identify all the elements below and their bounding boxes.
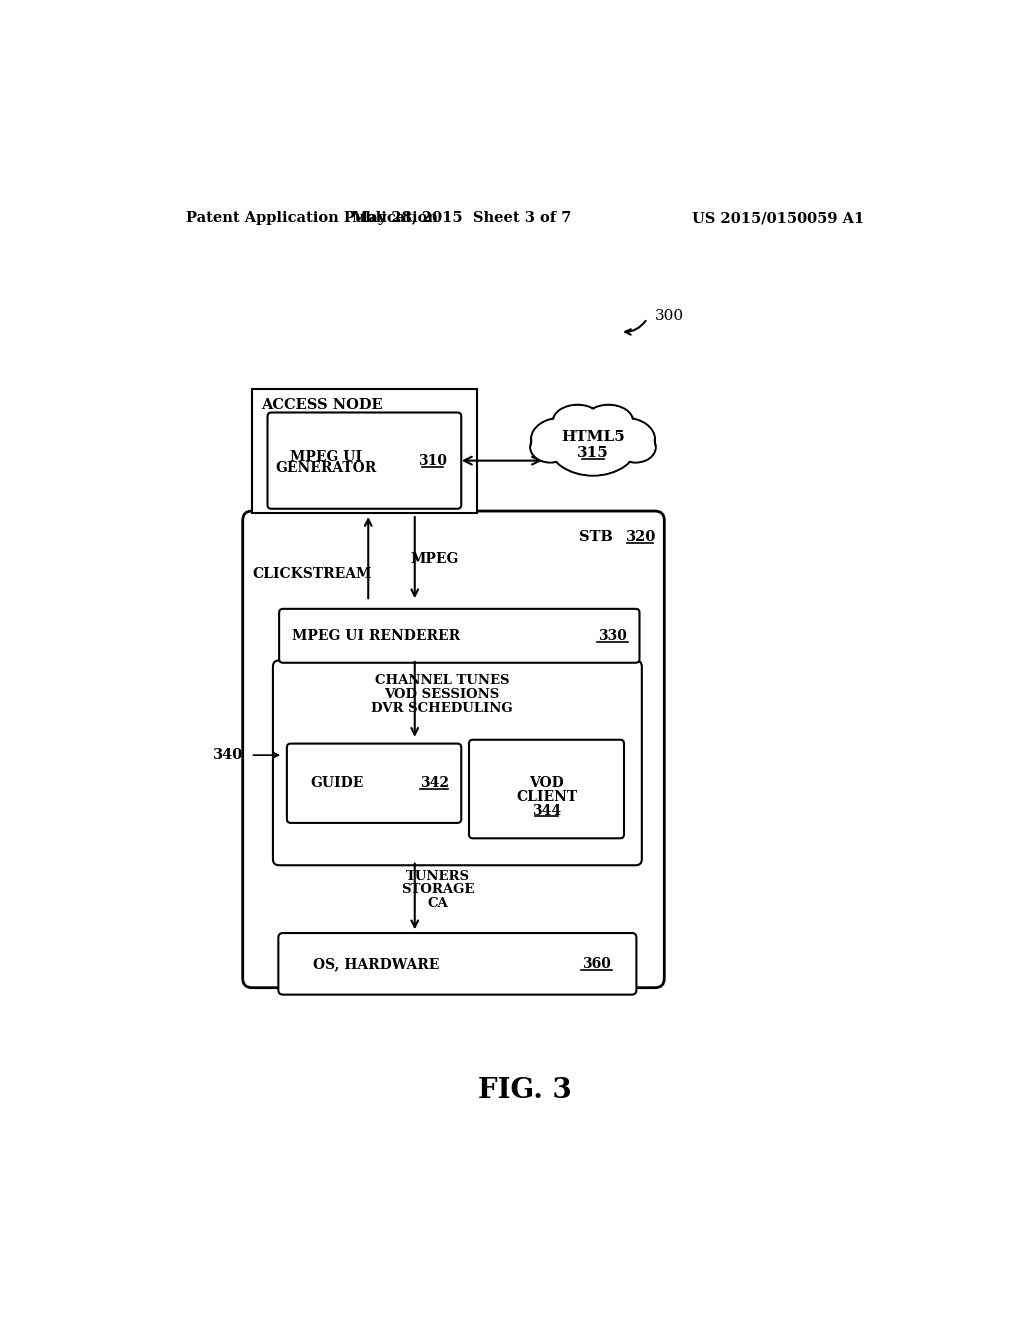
Text: 300: 300 xyxy=(655,309,684,323)
Text: FIG. 3: FIG. 3 xyxy=(478,1077,571,1104)
Text: 320: 320 xyxy=(626,531,656,544)
Text: 310: 310 xyxy=(418,454,447,467)
FancyBboxPatch shape xyxy=(252,389,477,512)
Text: 344: 344 xyxy=(531,804,561,817)
Text: MPEG UI: MPEG UI xyxy=(290,450,361,463)
Ellipse shape xyxy=(615,432,655,462)
FancyBboxPatch shape xyxy=(267,412,461,508)
Ellipse shape xyxy=(553,405,602,438)
Ellipse shape xyxy=(531,418,590,461)
Text: DVR SCHEDULING: DVR SCHEDULING xyxy=(371,702,513,714)
Ellipse shape xyxy=(530,432,570,462)
Text: May 28, 2015  Sheet 3 of 7: May 28, 2015 Sheet 3 of 7 xyxy=(351,211,571,226)
Text: CA: CA xyxy=(428,898,449,911)
Text: MPEG UI RENDERER: MPEG UI RENDERER xyxy=(292,628,460,643)
Ellipse shape xyxy=(548,411,638,475)
FancyBboxPatch shape xyxy=(280,609,640,663)
Text: STORAGE: STORAGE xyxy=(401,883,475,896)
Text: CHANNEL TUNES: CHANNEL TUNES xyxy=(375,675,509,686)
Text: ACCESS NODE: ACCESS NODE xyxy=(261,397,383,412)
Ellipse shape xyxy=(616,433,654,462)
Text: 360: 360 xyxy=(583,957,611,970)
Text: 330: 330 xyxy=(598,628,627,643)
FancyBboxPatch shape xyxy=(243,511,665,987)
FancyBboxPatch shape xyxy=(287,743,461,822)
Text: 340: 340 xyxy=(212,748,243,762)
Ellipse shape xyxy=(554,407,601,437)
Ellipse shape xyxy=(531,433,569,462)
Text: HTML5: HTML5 xyxy=(561,430,625,444)
FancyBboxPatch shape xyxy=(279,933,636,995)
Ellipse shape xyxy=(584,405,633,438)
Text: Patent Application Publication: Patent Application Publication xyxy=(186,211,438,226)
Ellipse shape xyxy=(585,407,632,437)
Text: CLIENT: CLIENT xyxy=(516,789,578,804)
Text: VOD SESSIONS: VOD SESSIONS xyxy=(384,688,500,701)
Text: STB: STB xyxy=(579,531,612,544)
Ellipse shape xyxy=(532,418,589,459)
FancyBboxPatch shape xyxy=(273,660,642,866)
Text: GENERATOR: GENERATOR xyxy=(275,461,376,475)
Text: GUIDE: GUIDE xyxy=(310,776,364,791)
Text: 342: 342 xyxy=(420,776,449,791)
Text: TUNERS: TUNERS xyxy=(406,870,470,883)
Text: OS, HARDWARE: OS, HARDWARE xyxy=(312,957,439,970)
Text: US 2015/0150059 A1: US 2015/0150059 A1 xyxy=(692,211,864,226)
Text: MPEG: MPEG xyxy=(410,552,459,566)
FancyBboxPatch shape xyxy=(469,739,624,838)
Ellipse shape xyxy=(549,412,637,474)
Ellipse shape xyxy=(596,418,655,461)
Text: CLICKSTREAM: CLICKSTREAM xyxy=(253,568,372,581)
Text: VOD: VOD xyxy=(529,776,564,789)
Text: 315: 315 xyxy=(578,446,609,459)
Ellipse shape xyxy=(597,418,654,459)
